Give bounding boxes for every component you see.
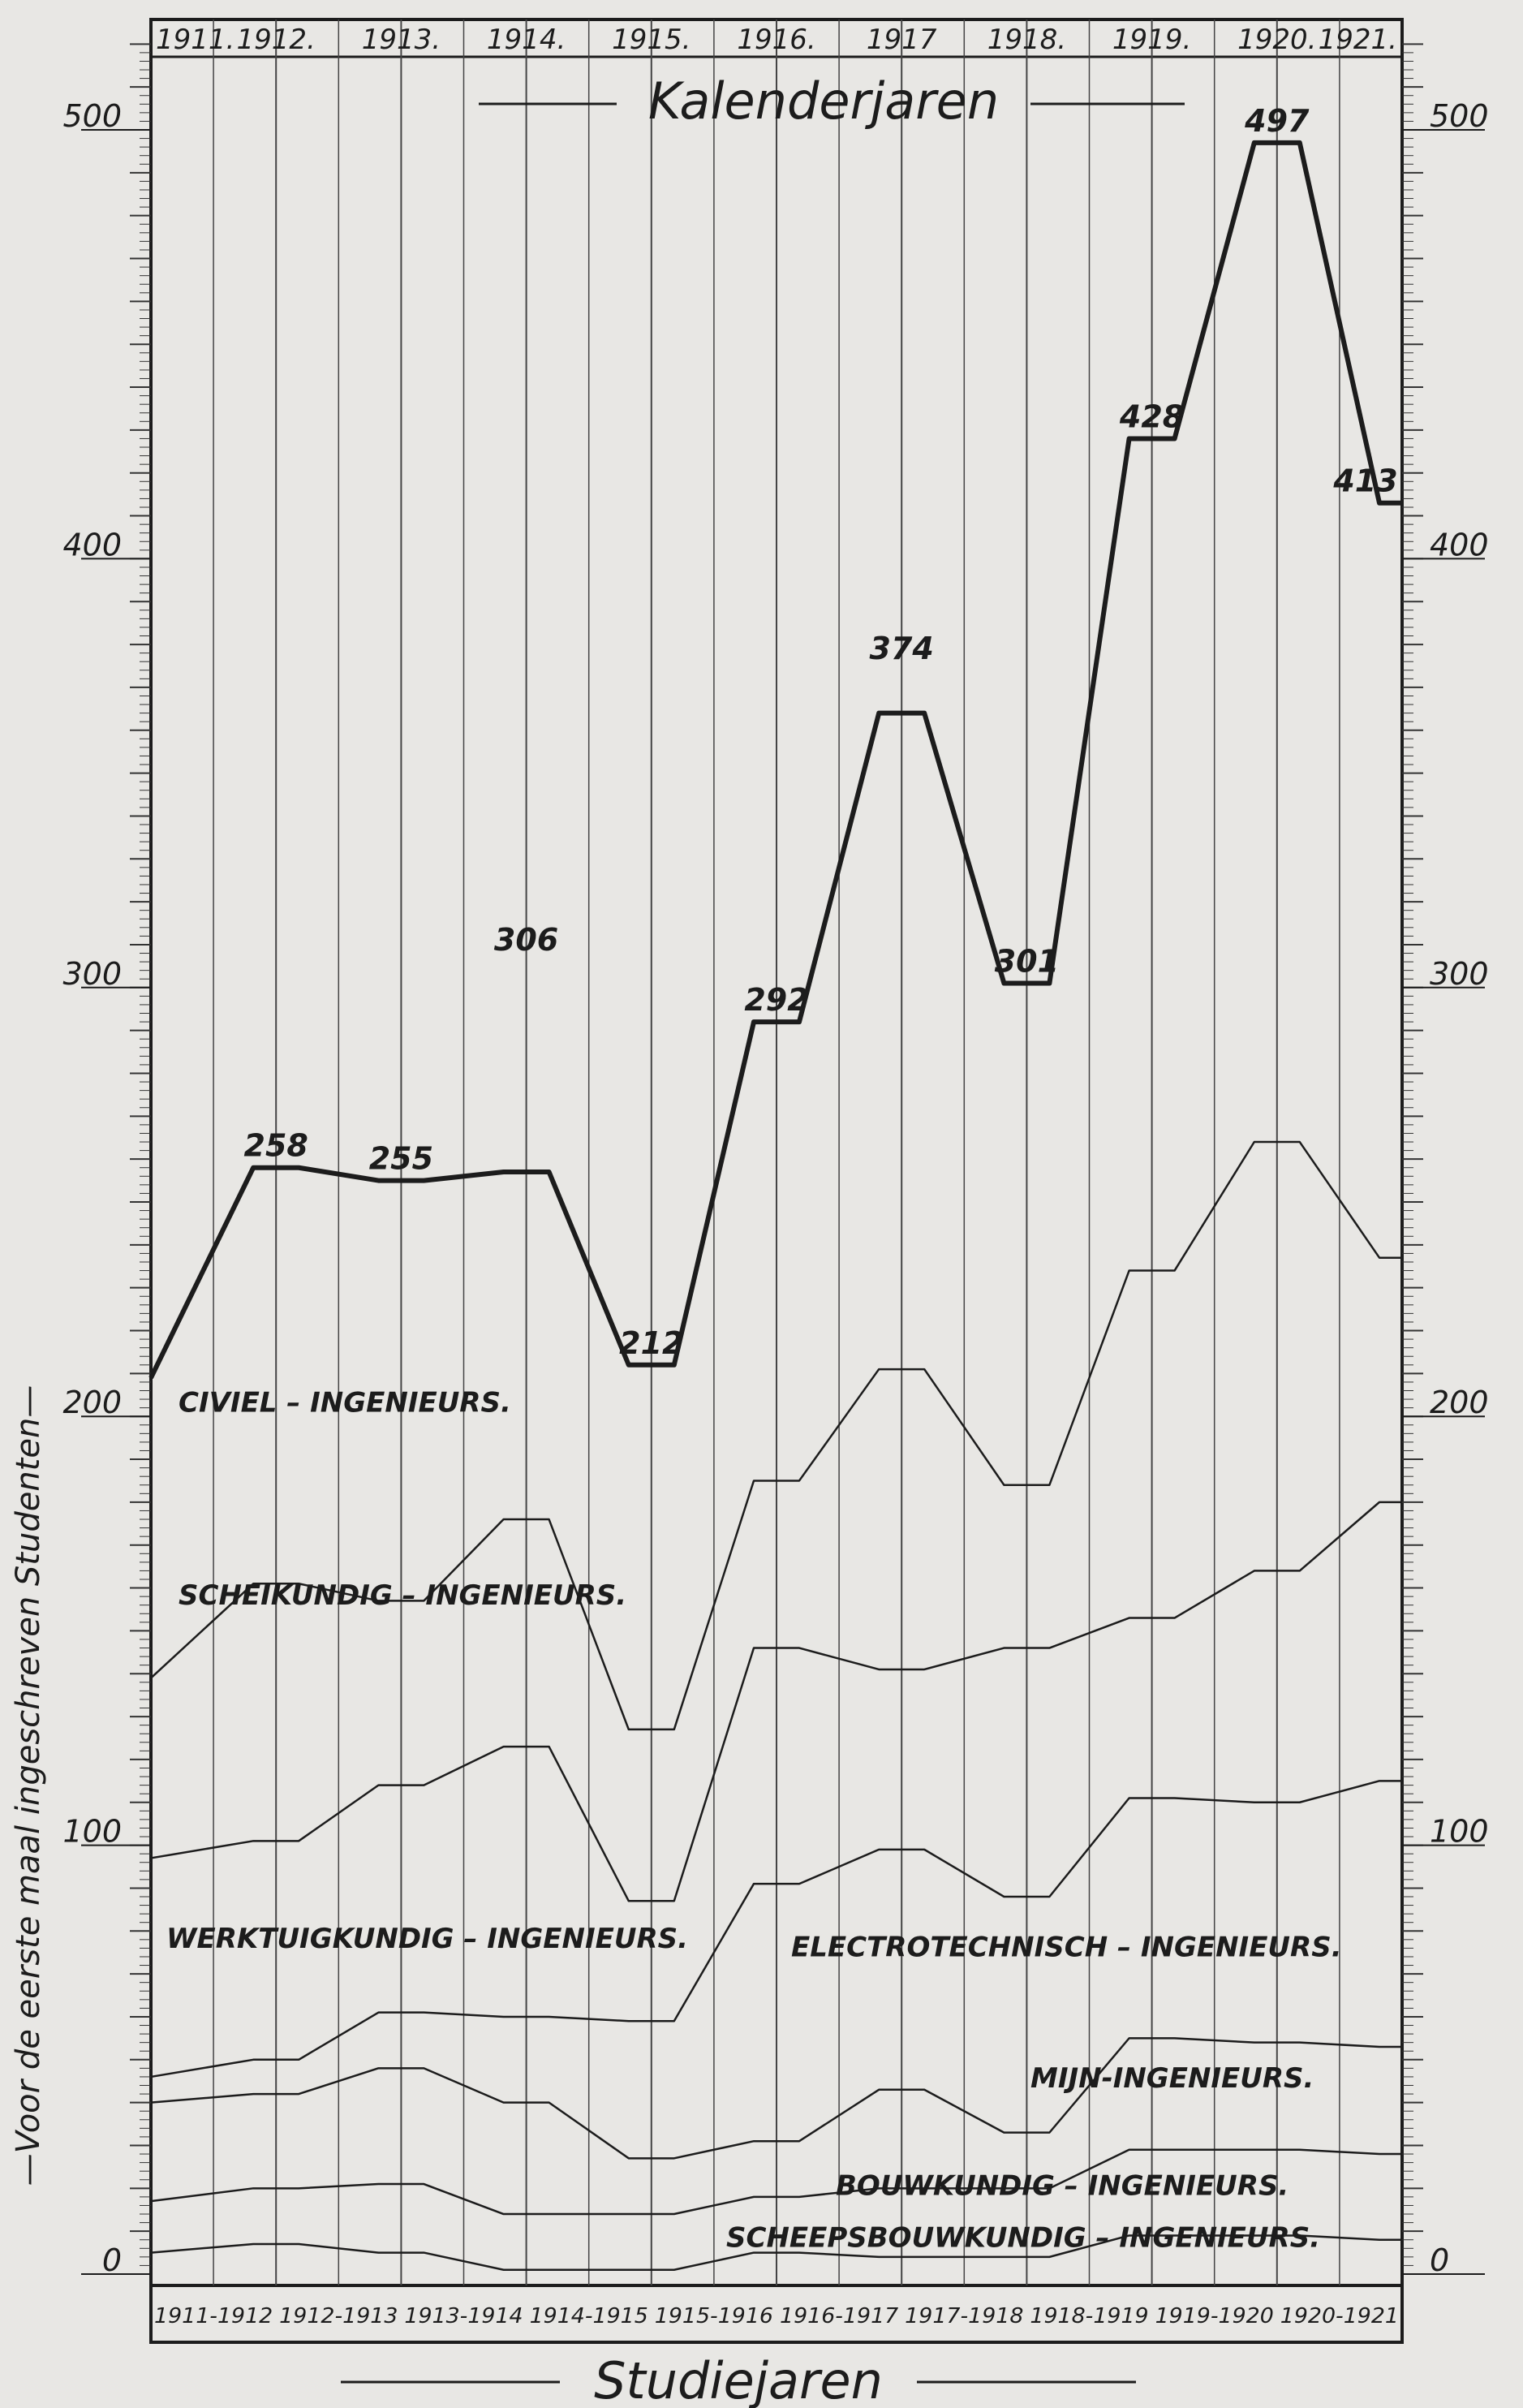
series-label: SCHEIKUNDIG – INGENIEURS.	[179, 1579, 626, 1612]
total-line	[148, 140, 1402, 1379]
total-data-label: 292	[744, 982, 808, 1018]
series-label: BOUWKUNDIG – INGENIEURS.	[836, 2169, 1289, 2202]
study-year-label: 1911-1912	[154, 2304, 273, 2328]
series-boundary-line	[150, 1140, 1402, 1731]
calendar-year-label: 1919.	[1112, 24, 1191, 56]
y-tick-label-right: 400	[1430, 527, 1489, 562]
left-scale-ticks	[130, 43, 151, 2275]
y-tick-label-right: 100	[1430, 1814, 1489, 1850]
y-tick-label-left: 200	[62, 1385, 122, 1420]
total-data-label: 428	[1119, 398, 1184, 434]
series-label: CIVIEL – INGENIEURS.	[179, 1386, 511, 1419]
total-data-label: 413	[1332, 463, 1397, 499]
study-year-label: 1913-1914	[404, 2304, 523, 2328]
calendar-year-label: 1921.	[1319, 24, 1397, 56]
calendar-year-label: 1915.	[612, 24, 691, 56]
calendar-year-label: 1911.	[156, 24, 234, 56]
y-tick-label-right: 0	[1430, 2242, 1449, 2278]
calendar-year-label: 1916.	[737, 24, 815, 56]
chart-title: Kalenderjaren	[648, 71, 999, 131]
series-boundary-line	[150, 2148, 1402, 2216]
series-label: ELECTROTECHNISCH – INGENIEURS.	[791, 1931, 1342, 1963]
right-scale-ticks	[1402, 43, 1423, 2275]
calendar-year-label: 1914.	[487, 24, 566, 56]
total-data-label: 212	[619, 1325, 683, 1361]
study-year-label: 1917-1918	[905, 2304, 1023, 2328]
total-data-label: 374	[870, 631, 934, 666]
calendar-year-label: 1920.	[1237, 24, 1316, 56]
y-tick-label-right: 300	[1430, 956, 1489, 992]
calendar-year-label: 1918.	[987, 24, 1066, 56]
study-year-label: 1916-1917	[780, 2304, 899, 2328]
total-data-label: 301	[995, 944, 1059, 980]
total-data-label: 255	[369, 1141, 433, 1177]
series-label: WERKTUIGKUNDIG – INGENIEURS.	[166, 1923, 688, 1955]
y-axis-title: —Voor de eerste maal ingeschreven Studen…	[10, 1385, 47, 2186]
series-label: SCHEEPSBOUWKUNDIG – INGENIEURS.	[726, 2221, 1320, 2254]
y-tick-label-right: 500	[1430, 98, 1489, 134]
series-boundary-line	[150, 2037, 1402, 2160]
study-year-label: 1919-1920	[1155, 2304, 1274, 2328]
calendar-year-label: 1913.	[362, 24, 441, 56]
total-data-label: 306	[494, 922, 558, 958]
calendar-year-label: 1912.	[237, 24, 316, 56]
series-boundary-line	[150, 1780, 1402, 2078]
study-year-label: 1918-1919	[1030, 2304, 1148, 2328]
study-year-label: 1912-1913	[279, 2304, 398, 2328]
y-tick-label-left: 300	[62, 956, 122, 992]
study-year-label: 1914-1915	[530, 2304, 648, 2328]
study-year-label: 1915-1916	[655, 2304, 773, 2328]
x-axis-title: Studiejaren	[594, 2351, 883, 2408]
study-year-label: 1920-1921	[1280, 2304, 1399, 2328]
calendar-year-label: 1917	[867, 24, 937, 56]
series-boundary-line	[150, 2234, 1402, 2271]
series-label: MIJN-INGENIEURS.	[1030, 2062, 1314, 2095]
series-boundary-line	[150, 1501, 1402, 1902]
total-data-label: 497	[1244, 103, 1310, 139]
total-data-label: 258	[244, 1128, 308, 1164]
y-tick-label-left: 400	[62, 527, 122, 562]
y-tick-label-left: 500	[62, 98, 122, 134]
y-tick-label-left: 100	[62, 1814, 122, 1850]
y-tick-label-right: 200	[1430, 1385, 1489, 1420]
y-tick-label-left: 0	[102, 2242, 122, 2278]
